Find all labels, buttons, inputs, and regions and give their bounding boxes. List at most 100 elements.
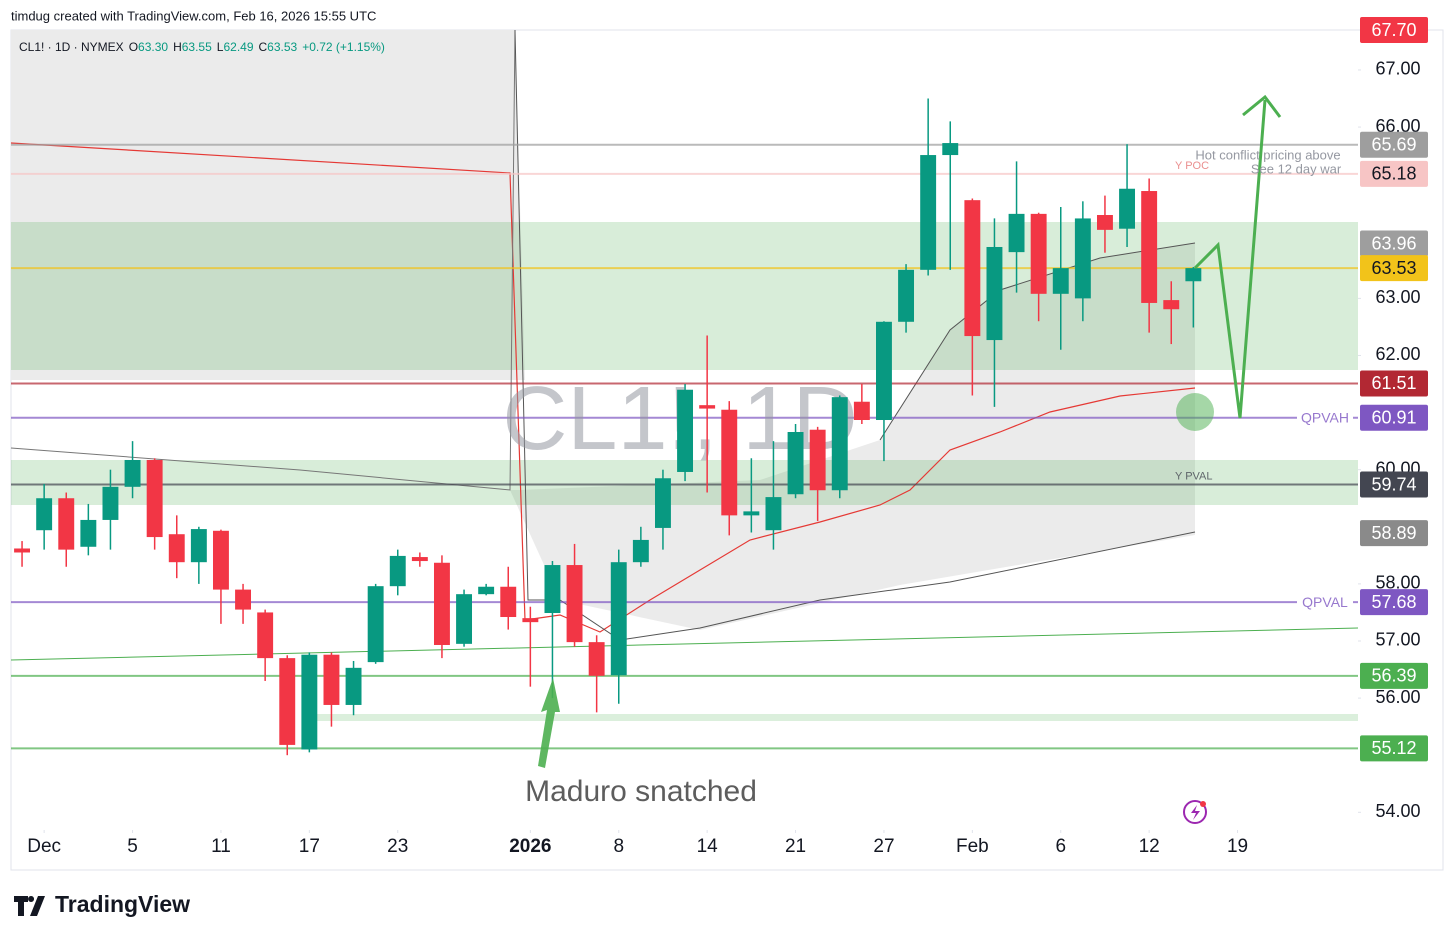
candle-body	[146, 459, 163, 538]
price-badge	[1360, 662, 1428, 689]
x-tick-label: Feb	[956, 836, 989, 857]
price-axis: 54.0056.0057.0058.0060.0062.0063.0066.00…	[27, 17, 1428, 857]
price-badge-label: 56.39	[1371, 666, 1416, 686]
price-badge	[1360, 255, 1428, 282]
legend-change: +0.72 (+1.15%)	[302, 40, 385, 54]
candle-body	[964, 200, 981, 337]
legend: CL1! · 1D · NYMEX O63.30 H63.55 L62.49 C63.5…	[19, 40, 385, 54]
candle-body	[323, 654, 340, 705]
legend-value: 62.49	[223, 40, 253, 54]
price-badge-label: 63.96	[1371, 233, 1416, 253]
candle-body	[1008, 213, 1025, 253]
brand: TradingView	[55, 891, 190, 917]
price-badge-label: 63.53	[1371, 258, 1416, 278]
candle-body	[478, 586, 495, 595]
candle-body	[610, 562, 627, 676]
price-badge-label: 60.91	[1371, 407, 1416, 427]
candle-body	[1052, 268, 1069, 294]
price-badge	[1360, 370, 1428, 397]
price-badge	[1360, 520, 1428, 547]
candle-body	[853, 401, 870, 421]
price-badge-label: 67.70	[1371, 20, 1416, 40]
indicator-line	[514, 29, 1196, 641]
candle-body	[1163, 300, 1180, 310]
level-name: QPVAH	[1301, 409, 1349, 425]
legend-value: 63.55	[182, 40, 212, 54]
candle-body	[500, 586, 517, 618]
y-tick-label: 54.00	[1375, 801, 1420, 821]
level-tag-bg	[1297, 593, 1353, 612]
x-tick-label: 11	[211, 836, 231, 857]
y-tick-label: 56.00	[1375, 687, 1420, 707]
x-tick-label: 6	[1055, 836, 1066, 857]
candles	[14, 98, 1202, 756]
price-badge	[1360, 589, 1428, 616]
candle-body	[1030, 213, 1047, 294]
candle-body	[279, 658, 296, 745]
candle-body	[1141, 191, 1158, 303]
candle-body	[765, 497, 782, 531]
candle-body	[831, 397, 848, 491]
price-badge-label: 65.69	[1371, 135, 1416, 155]
price-badge-label: 65.18	[1371, 164, 1416, 184]
zone	[311, 714, 1358, 721]
y-tick-label: 67.00	[1375, 59, 1420, 79]
level-tag-bg	[1297, 408, 1353, 427]
annotation: Hot conflict pricing above	[1195, 147, 1340, 162]
x-tick-label: 12	[1139, 836, 1160, 857]
annotation: See 12 day war	[1251, 161, 1342, 176]
drawings: Y POC QPVAH Y PVAL QPVAL Hot conflict pricin…	[525, 94, 1353, 824]
candle-body	[14, 548, 31, 553]
candle-body	[1074, 218, 1091, 299]
candle-body	[809, 429, 826, 491]
marker	[1176, 393, 1214, 431]
price-badge-label: 57.68	[1371, 592, 1416, 612]
byline: timdug created with TradingView.com, Feb…	[11, 8, 376, 23]
logo	[14, 896, 45, 916]
indicator-line	[10, 29, 516, 491]
x-tick-label: 21	[785, 836, 806, 857]
y-tick-label: 57.00	[1375, 630, 1420, 650]
legend-key: C	[259, 40, 268, 54]
price-badge	[1360, 17, 1428, 43]
price-badge	[1360, 160, 1428, 187]
shaded-area	[510, 243, 1195, 630]
price-badge	[1360, 735, 1428, 762]
candle-body	[566, 565, 583, 643]
shaded-area	[11, 30, 525, 380]
candle-body	[389, 555, 406, 587]
candle-body	[124, 459, 141, 487]
candle-body	[522, 618, 539, 623]
x-tick-label: 14	[697, 836, 719, 857]
legend-key: H	[173, 40, 182, 54]
y-tick-label: 66.00	[1375, 116, 1420, 136]
candle-body	[654, 478, 671, 528]
candle-body	[36, 498, 53, 531]
candle-body	[58, 498, 75, 550]
candle-body	[699, 405, 716, 409]
legend-value: 63.30	[138, 40, 168, 54]
price-badge-label: 61.51	[1371, 373, 1416, 393]
level-name: Y PVAL	[1175, 470, 1213, 482]
price-badge-label: 58.89	[1371, 523, 1416, 543]
arrowhead	[1242, 94, 1282, 118]
chart-frame	[10, 29, 1444, 871]
candle-body	[787, 431, 804, 495]
x-tick-label: 27	[873, 836, 894, 857]
candle-body	[1096, 215, 1113, 230]
candle-body	[721, 409, 738, 516]
price-badge-label: 55.12	[1371, 738, 1416, 758]
legend-value: 63.53	[267, 40, 297, 54]
candle-body	[411, 557, 428, 562]
price-badge	[1360, 131, 1428, 158]
legend-key: L	[217, 40, 224, 54]
x-tick-label: 8	[613, 836, 624, 857]
zone	[11, 222, 1358, 370]
arrow	[1193, 99, 1267, 419]
candle-body	[677, 389, 694, 472]
candle-body	[80, 519, 97, 547]
x-tick-label: 23	[387, 836, 408, 857]
annotation: Maduro snatched	[525, 775, 757, 808]
candle-body	[544, 565, 561, 614]
candle-body	[632, 539, 649, 563]
